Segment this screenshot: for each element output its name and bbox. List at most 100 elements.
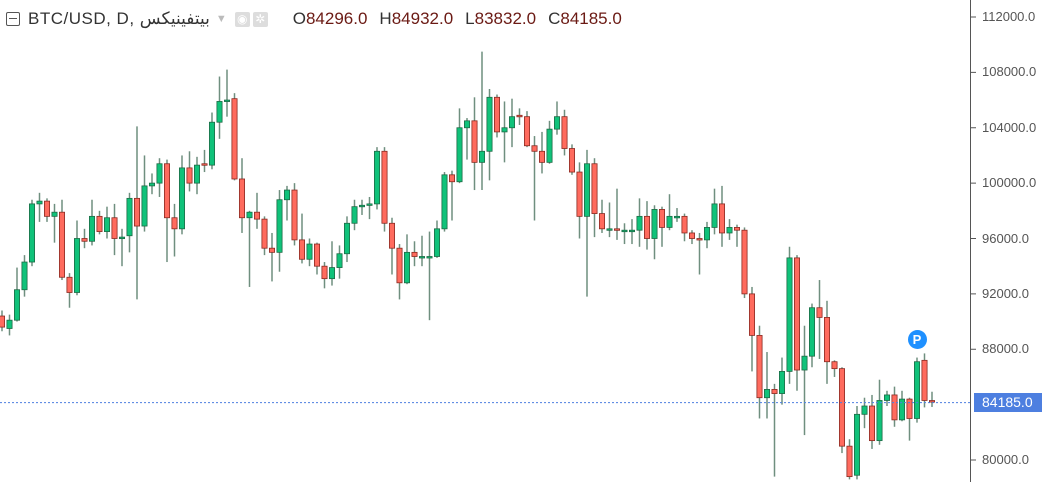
candle-up[interactable] [433, 228, 440, 257]
candle-down[interactable] [231, 98, 238, 180]
candle-down[interactable] [291, 189, 298, 241]
candle-up[interactable] [508, 116, 515, 129]
candle-up[interactable] [13, 289, 20, 321]
candle-down[interactable] [869, 405, 876, 442]
candle-up[interactable] [884, 394, 891, 401]
candle-up[interactable] [606, 228, 613, 231]
candle-down[interactable] [921, 359, 928, 401]
candle-up[interactable] [463, 120, 470, 129]
candle-down[interactable] [824, 317, 831, 363]
candle-down[interactable] [749, 293, 756, 336]
candle-up[interactable] [21, 261, 28, 291]
candle-up[interactable] [666, 215, 673, 228]
candle-down[interactable] [111, 217, 118, 239]
candle-up[interactable] [193, 164, 200, 184]
candle-up[interactable] [861, 405, 868, 415]
candle-down[interactable] [741, 229, 748, 295]
candle-up[interactable] [328, 267, 335, 280]
candle-down[interactable] [756, 335, 763, 399]
candle-down[interactable] [0, 315, 5, 328]
candle-down[interactable] [171, 217, 178, 230]
candle-down[interactable] [81, 238, 88, 242]
candle-up[interactable] [276, 199, 283, 253]
candle-up[interactable] [148, 182, 155, 187]
candle-up[interactable] [6, 319, 13, 329]
candle-up[interactable] [704, 227, 711, 241]
candle-down[interactable] [493, 96, 500, 133]
candle-up[interactable] [403, 251, 410, 284]
candle-up[interactable] [674, 215, 681, 219]
candle-down[interactable] [891, 394, 898, 421]
candle-down[interactable] [524, 116, 531, 147]
candle-up[interactable] [876, 400, 883, 442]
candle-up[interactable] [914, 361, 921, 419]
candle-down[interactable] [201, 163, 208, 166]
candle-down[interactable] [66, 276, 73, 293]
candle-down[interactable] [599, 213, 606, 230]
candle-down[interactable] [771, 389, 778, 394]
candle-up[interactable] [336, 253, 343, 268]
candle-down[interactable] [659, 209, 666, 228]
candle-down[interactable] [448, 174, 455, 183]
candle-down[interactable] [411, 251, 418, 257]
candle-up[interactable] [141, 185, 148, 227]
candle-down[interactable] [471, 120, 478, 163]
candle-up[interactable] [426, 256, 433, 259]
candle-up[interactable] [373, 150, 380, 205]
candle-down[interactable] [163, 163, 170, 219]
candle-down[interactable] [59, 211, 66, 278]
candle-up[interactable] [554, 116, 561, 130]
candle-down[interactable] [253, 211, 260, 220]
candle-up[interactable] [246, 211, 253, 219]
candle-up[interactable] [726, 227, 733, 234]
candle-down[interactable] [839, 368, 846, 447]
candle-up[interactable] [126, 197, 133, 237]
candle-up[interactable] [854, 413, 861, 476]
candle-up[interactable] [283, 189, 290, 201]
p-marker-icon[interactable]: P [907, 329, 927, 349]
candle-up[interactable] [486, 96, 493, 152]
gear-icon[interactable]: ✲ [252, 11, 268, 27]
candle-down[interactable] [576, 171, 583, 217]
candle-down[interactable] [388, 222, 395, 249]
candle-down[interactable] [696, 238, 703, 241]
candle-up[interactable] [779, 371, 786, 394]
candle-down[interactable] [381, 150, 388, 224]
candle-down[interactable] [681, 215, 688, 234]
candle-up[interactable] [629, 229, 636, 233]
candle-down[interactable] [539, 150, 546, 163]
candle-up[interactable] [28, 203, 35, 263]
candle-down[interactable] [44, 200, 51, 217]
candle-up[interactable] [651, 209, 658, 239]
candle-up[interactable] [119, 236, 126, 240]
caret-down-icon[interactable]: ▼ [215, 13, 227, 25]
candle-up[interactable] [74, 238, 81, 293]
candle-up[interactable] [786, 257, 793, 372]
candle-up[interactable] [358, 204, 365, 208]
candle-up[interactable] [343, 222, 350, 255]
candle-down[interactable] [396, 247, 403, 284]
candle-up[interactable] [764, 389, 771, 399]
candle-up[interactable] [636, 215, 643, 231]
candle-down[interactable] [531, 145, 538, 152]
collapse-icon[interactable] [6, 12, 20, 26]
candle-down[interactable] [929, 400, 936, 403]
candle-up[interactable] [478, 150, 485, 163]
candle-down[interactable] [313, 243, 320, 267]
candle-up[interactable] [456, 127, 463, 183]
candle-down[interactable] [561, 116, 568, 149]
candle-down[interactable] [569, 148, 576, 173]
candle-up[interactable] [711, 203, 718, 228]
candle-down[interactable] [846, 445, 853, 478]
candle-down[interactable] [186, 167, 193, 184]
candle-up[interactable] [366, 203, 373, 206]
candle-up[interactable] [501, 127, 508, 133]
candle-up[interactable] [216, 101, 223, 123]
candle-down[interactable] [591, 163, 598, 214]
candle-down[interactable] [614, 228, 621, 231]
candle-down[interactable] [831, 361, 838, 370]
candle-up[interactable] [223, 99, 230, 102]
candle-up[interactable] [351, 206, 358, 224]
candle-up[interactable] [156, 163, 163, 184]
